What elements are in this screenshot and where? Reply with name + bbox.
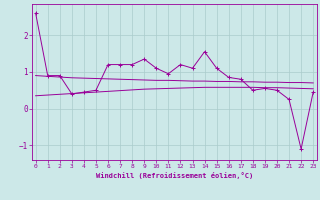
- X-axis label: Windchill (Refroidissement éolien,°C): Windchill (Refroidissement éolien,°C): [96, 172, 253, 179]
